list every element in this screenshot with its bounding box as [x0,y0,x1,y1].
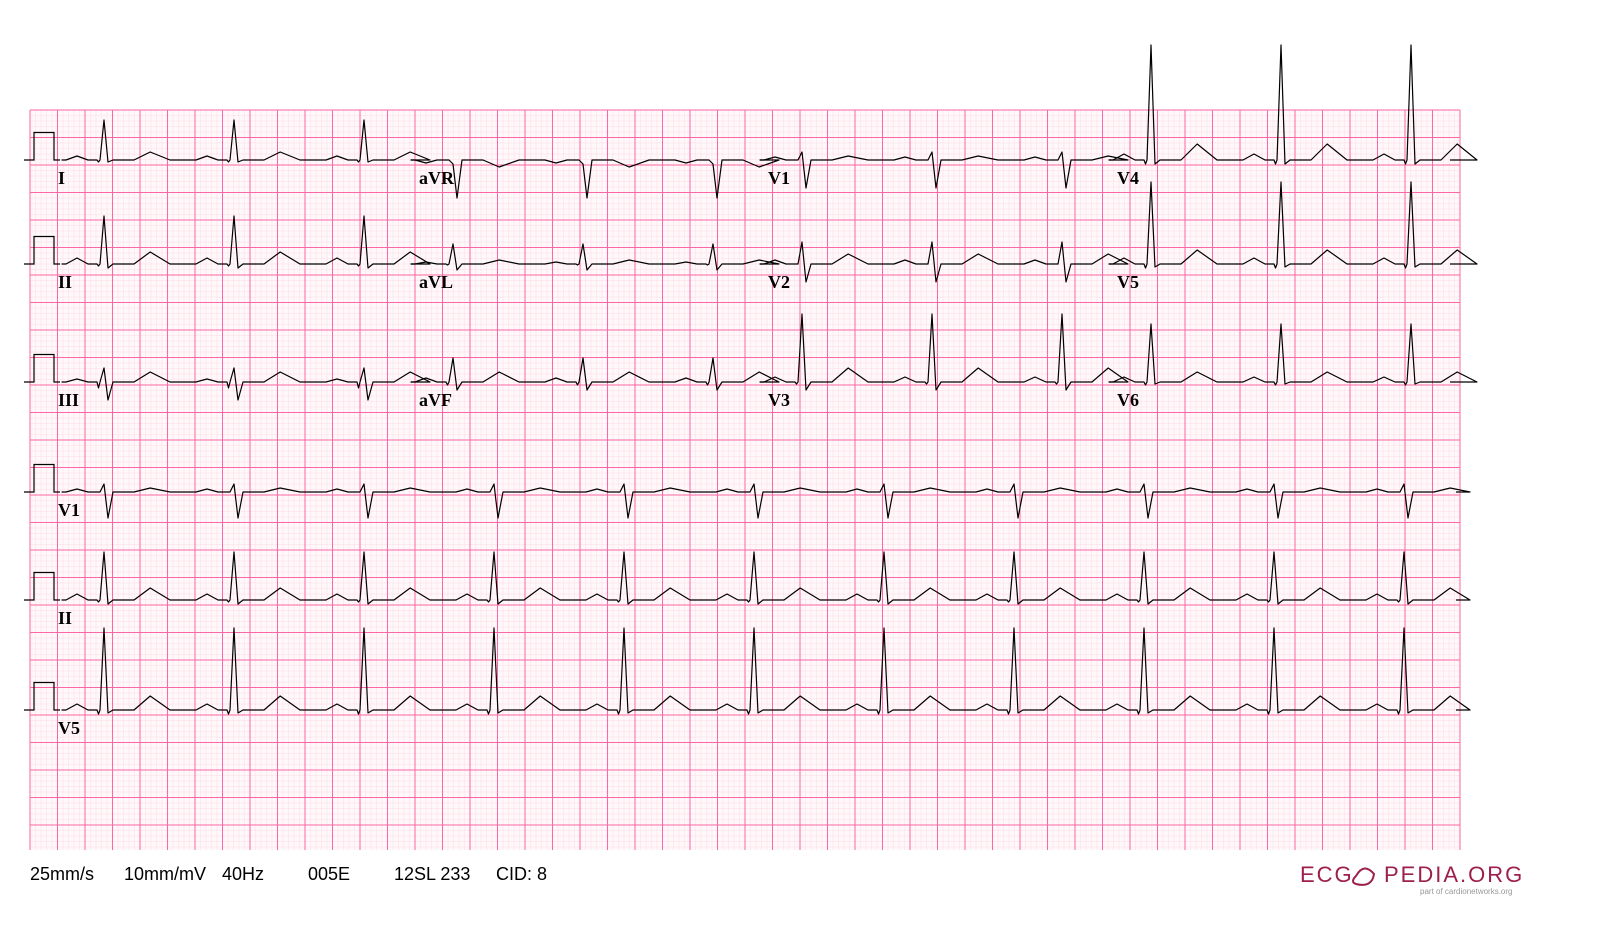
footer-item-1: 10mm/mV [124,864,206,884]
footer-item-0: 25mm/s [30,864,94,884]
lead-label-aVR: aVR [419,168,455,188]
lead-label-V2: V2 [768,272,790,292]
footer-item-2: 40Hz [222,864,264,884]
logo: ECG PEDIA.ORGpart of cardionetworks.org [1300,862,1524,896]
lead-label-V6: V6 [1117,390,1139,410]
logo-subtitle: part of cardionetworks.org [1420,887,1513,896]
lead-label-V3: V3 [768,390,790,410]
lead-label-V1: V1 [768,168,790,188]
footer-item-3: 005E [308,864,350,884]
lead-label-III: III [58,390,79,410]
rhythm-lead-label-V5: V5 [58,718,80,738]
footer-item-4: 12SL 233 [394,864,470,884]
lead-label-I: I [58,168,65,188]
lead-label-aVL: aVL [419,272,453,292]
lead-label-aVF: aVF [419,390,452,410]
logo-heart-icon [1353,868,1374,884]
lead-label-V4: V4 [1117,168,1139,188]
lead-label-V5: V5 [1117,272,1139,292]
rhythm-lead-label-II: II [58,608,72,628]
logo-right: PEDIA.ORG [1384,862,1524,887]
lead-label-II: II [58,272,72,292]
logo-left: ECG [1300,862,1354,887]
footer-item-5: CID: 8 [496,864,547,884]
rhythm-lead-label-V1: V1 [58,500,80,520]
